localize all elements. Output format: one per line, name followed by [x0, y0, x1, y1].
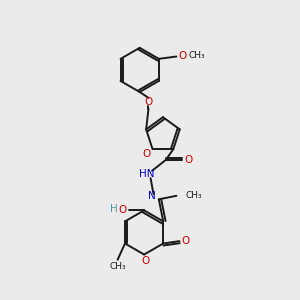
Text: O: O: [142, 149, 151, 159]
Text: O: O: [144, 97, 153, 107]
Text: CH₃: CH₃: [185, 191, 202, 200]
Text: N: N: [148, 191, 156, 201]
Text: O: O: [118, 205, 126, 215]
Text: HN: HN: [139, 169, 155, 179]
Text: H: H: [110, 204, 118, 214]
Text: O: O: [178, 51, 186, 61]
Text: O: O: [182, 236, 190, 246]
Text: CH₃: CH₃: [109, 262, 126, 271]
Text: O: O: [141, 256, 149, 266]
Text: O: O: [184, 155, 192, 165]
Text: CH₃: CH₃: [189, 51, 206, 60]
